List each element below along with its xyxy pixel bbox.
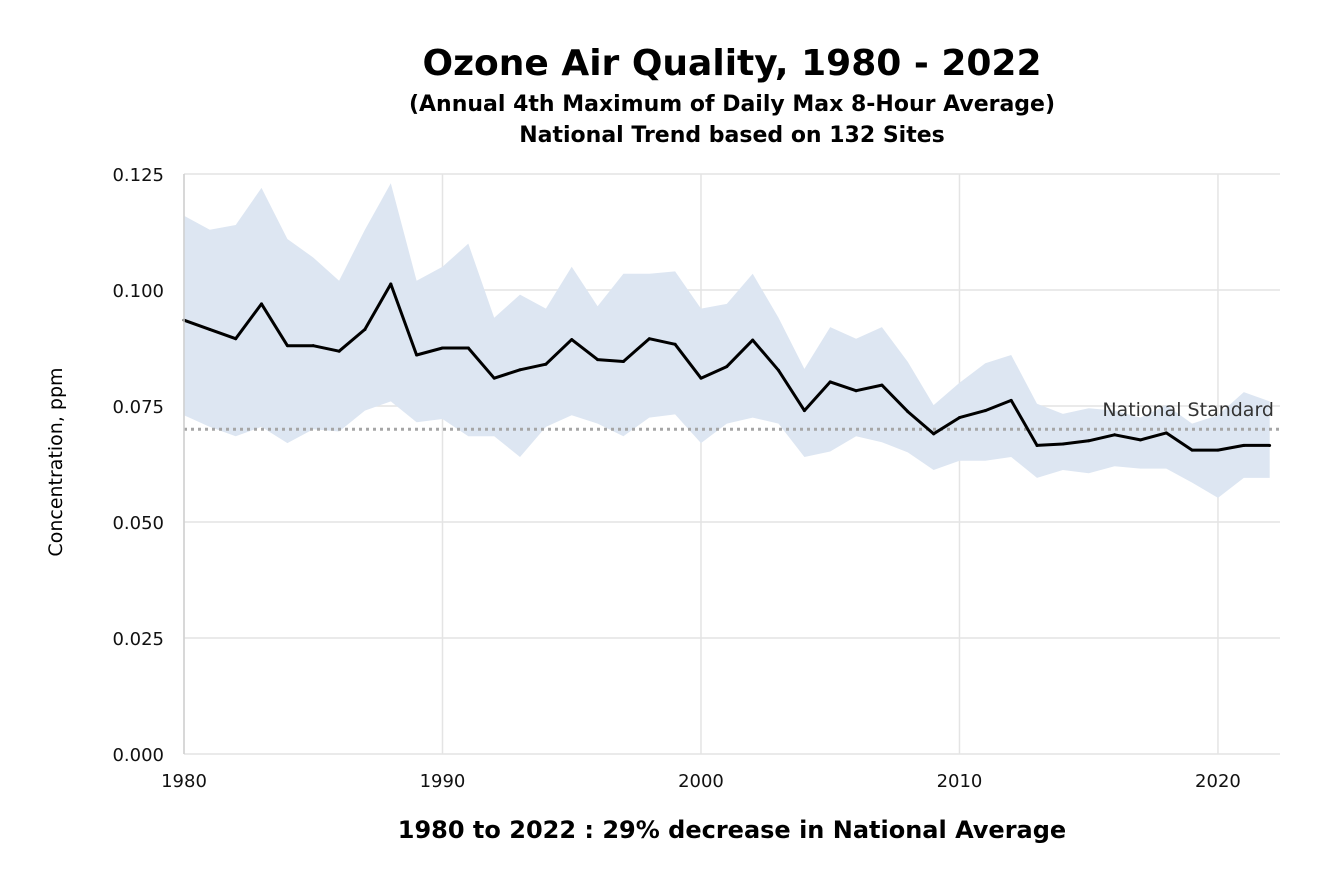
data-point [854,389,858,393]
chart-subtitle: (Annual 4th Maximum of Daily Max 8-Hour … [408,92,1056,117]
data-point [311,344,315,348]
x-tick-label: 1980 [161,771,207,792]
data-point [544,362,548,366]
y-tick-label: 0.050 [112,513,164,534]
data-point [518,368,522,372]
data-point [621,359,625,363]
data-point [234,337,238,341]
data-point [983,409,987,413]
national-average-line [182,282,1272,452]
x-tick-label: 2010 [937,771,983,792]
data-point [1216,448,1220,452]
data-point [285,344,289,348]
chart-subtitle-sites: National Trend based on 132 Sites [519,123,945,148]
data-point [596,358,600,362]
y-axis-title: Concentration, ppm [45,367,67,556]
data-point [1164,431,1168,435]
data-point [1242,443,1246,447]
data-point [260,302,264,306]
data-point [647,337,651,341]
range-band-area [184,183,1270,498]
data-point [1190,448,1194,452]
data-point [802,409,806,413]
x-tick-label: 2000 [678,771,724,792]
concentration-range-band [184,183,1270,498]
x-tick-label: 1990 [420,771,466,792]
x-tick-label: 2020 [1195,771,1241,792]
national-standard-reference: National Standard [184,399,1280,431]
national-standard-label: National Standard [1102,399,1274,421]
data-point [389,282,393,286]
data-point [777,368,781,372]
data-point [492,376,496,380]
axes: 0.000 0.025 0.050 0.075 0.100 0.125 1980 1990 20… [112,165,1240,792]
trend-summary-note: 1980 to 2022 : 29% decrease in National … [397,816,1067,844]
data-point [880,383,884,387]
data-point [932,432,936,436]
y-tick-label: 0.000 [112,745,164,766]
data-point [828,380,832,384]
y-tick-label: 0.125 [112,165,164,186]
data-point [570,338,574,342]
y-tick-label: 0.100 [112,281,164,302]
data-point [725,365,729,369]
data-point [1061,442,1065,446]
data-point [415,353,419,357]
data-point [673,342,677,346]
chart-title: Ozone Air Quality, 1980 - 2022 [422,43,1042,84]
data-point [208,327,212,331]
data-point [1138,438,1142,442]
data-point [1009,398,1013,402]
data-point [440,346,444,350]
data-point [337,349,341,353]
data-point [1035,443,1039,447]
y-tick-label: 0.075 [112,397,164,418]
data-point [906,410,910,414]
data-point [363,327,367,331]
data-point [699,376,703,380]
data-point [1268,443,1272,447]
data-point [751,338,755,342]
data-point [1113,433,1117,437]
data-point [466,346,470,350]
data-point [1087,439,1091,443]
y-tick-label: 0.025 [112,629,164,650]
data-point [957,416,961,420]
